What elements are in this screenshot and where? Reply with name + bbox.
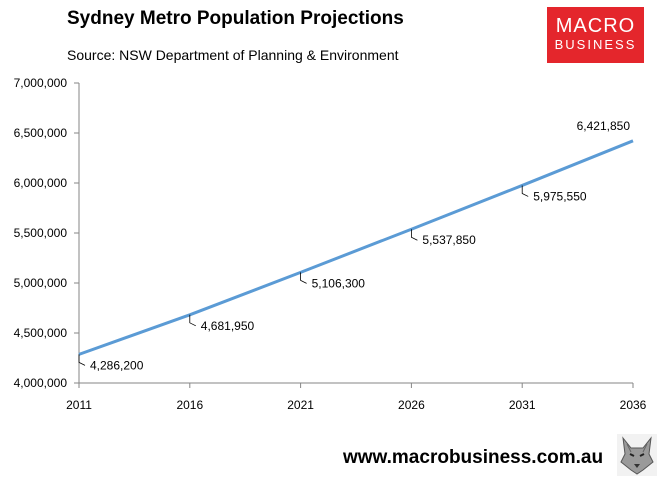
y-tick-label: 6,000,000: [14, 176, 68, 190]
x-axis-tick-labels: 2011 2016 2021 2026 2031 2036: [66, 398, 647, 412]
data-label: 5,975,550: [533, 189, 587, 203]
footer-url[interactable]: www.macrobusiness.com.au: [343, 447, 604, 468]
y-tick-label: 4,000,000: [14, 376, 68, 390]
logo-line2: BUSINESS: [554, 37, 637, 52]
series-layer: [78, 139, 634, 356]
x-tick-label: 2036: [620, 398, 647, 412]
chart-axes: [74, 82, 634, 388]
chart-subtitle: Source: NSW Department of Planning & Env…: [67, 47, 399, 63]
y-tick-label: 7,000,000: [14, 76, 68, 90]
x-tick-label: 2026: [398, 398, 425, 412]
logo-line1: MACRO: [555, 15, 636, 37]
y-tick-label: 6,500,000: [14, 126, 68, 140]
chart-title: Sydney Metro Population Projections: [67, 8, 404, 29]
y-axis-tick-labels: 4,000,000 4,500,000 5,000,000 5,500,000 6,00…: [14, 76, 68, 390]
y-tick-label: 4,500,000: [14, 326, 68, 340]
data-label-leader: [410, 229, 418, 241]
data-label-leader: [521, 185, 529, 197]
data-label-leader: [189, 314, 196, 327]
data-label: 5,106,300: [312, 276, 366, 290]
x-tick-label: 2011: [66, 398, 92, 412]
data-label: 4,681,950: [201, 319, 255, 333]
data-label-leader: [78, 354, 86, 366]
x-tick-label: 2016: [176, 398, 203, 412]
series-line: [78, 139, 634, 356]
data-label: 6,421,850: [577, 119, 631, 133]
y-tick-label: 5,500,000: [14, 226, 68, 240]
data-label-leader: [300, 272, 307, 284]
data-label: 5,537,850: [422, 233, 476, 247]
y-tick-label: 5,000,000: [14, 276, 68, 290]
x-tick-label: 2021: [287, 398, 314, 412]
data-label: 4,286,200: [90, 358, 144, 372]
wolf-head-icon: [617, 434, 657, 476]
data-labels: 4,286,200 4,681,950 5,106,300 5,537,850 5,97…: [78, 119, 631, 372]
macrobusiness-logo[interactable]: MACRO BUSINESS: [547, 7, 644, 63]
x-tick-label: 2031: [509, 398, 536, 412]
